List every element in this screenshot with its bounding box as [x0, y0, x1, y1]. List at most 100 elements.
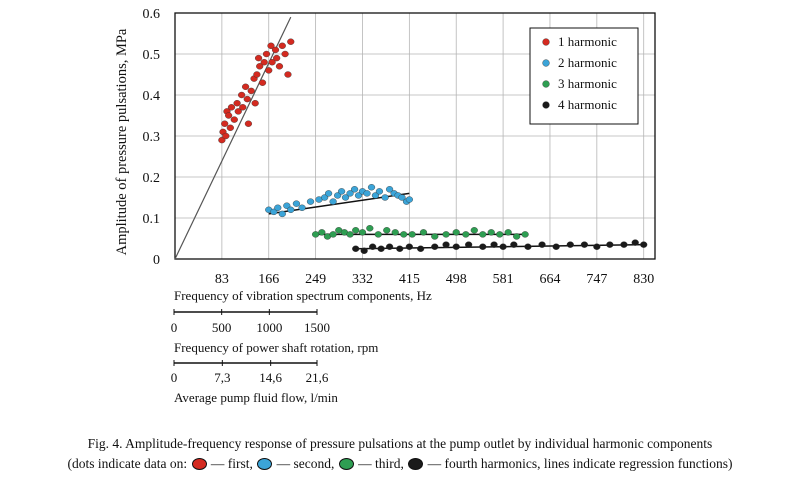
series-4 [352, 239, 648, 255]
data-point [462, 231, 470, 238]
data-point [631, 239, 639, 246]
data-point [325, 190, 333, 197]
secondary-axis-1: 0 500 1000 1500 Frequency of power shaft rot… [171, 309, 378, 355]
axis-tick-label: 1000 [256, 320, 282, 335]
data-point [496, 231, 504, 238]
data-point [490, 241, 498, 248]
data-point [260, 59, 268, 66]
y-tick-label: 0.4 [143, 89, 161, 104]
data-point [254, 54, 263, 62]
data-point [258, 79, 267, 86]
y-tick-label: 0.3 [143, 130, 161, 145]
data-point [504, 229, 512, 236]
data-point [367, 184, 376, 191]
caption-third: — third, [358, 456, 404, 471]
x-tick-label: 249 [305, 272, 326, 287]
axis-tick-label: 7,3 [214, 370, 230, 385]
data-point [419, 229, 428, 236]
x-tick-label: 664 [539, 272, 560, 287]
data-point [234, 108, 242, 115]
data-point [243, 95, 251, 103]
regression-line [174, 16, 292, 260]
data-point [306, 198, 315, 205]
data-point [278, 42, 286, 49]
y-tick-label: 0.1 [143, 212, 161, 227]
data-point [385, 186, 394, 193]
data-point [262, 50, 271, 58]
data-point [566, 241, 574, 248]
data-point [499, 243, 507, 250]
x-axis-label: Frequency of vibration spectrum componen… [174, 288, 432, 303]
legend-label: 2 harmonic [558, 55, 617, 70]
axis-tick-label: 14,6 [259, 370, 282, 385]
data-point [346, 190, 354, 197]
data-point [593, 243, 601, 250]
data-point [358, 229, 367, 236]
data-point [292, 200, 301, 207]
data-point [227, 104, 236, 111]
series-2 [265, 184, 413, 218]
black-dot-icon [408, 458, 424, 470]
data-point [284, 71, 292, 78]
x-tick-label: 830 [633, 272, 654, 287]
data-point [222, 132, 230, 140]
data-point [318, 229, 326, 236]
blue-dot-icon [257, 458, 273, 470]
data-point [267, 42, 275, 49]
x-tick-label: 332 [352, 272, 373, 287]
data-point [470, 227, 478, 234]
data-point [452, 243, 460, 250]
axis-title: Frequency of power shaft rotation, rpm [174, 340, 378, 355]
axis-tick-label: 1500 [304, 320, 330, 335]
data-point [487, 229, 495, 236]
legend-label: 3 harmonic [558, 76, 617, 91]
data-point [238, 91, 246, 99]
caption-line-2: (dots indicate data on: — first, — secon… [0, 454, 800, 473]
axis-title: Average pump fluid flow, l/min [174, 390, 338, 405]
data-point [431, 233, 439, 240]
data-point [341, 194, 350, 201]
data-point [256, 63, 264, 70]
data-point [521, 231, 529, 238]
data-point [337, 188, 346, 195]
data-point [247, 87, 255, 95]
data-point [398, 194, 406, 201]
y-axis-label: Amplitude of pressure pulsations, MPa [114, 28, 130, 255]
data-point [400, 231, 408, 238]
data-point [408, 231, 416, 238]
series-layer [174, 16, 648, 260]
data-point [239, 104, 247, 111]
x-tick-label: 581 [493, 272, 514, 287]
data-point [405, 196, 413, 203]
red-dot-icon [191, 458, 207, 470]
data-point [271, 46, 280, 54]
grid [175, 13, 655, 259]
data-point [287, 206, 295, 214]
legend: 1 harmonic 2 harmonic 3 harmonic 4 harmonic [529, 27, 639, 125]
data-point [580, 241, 589, 248]
data-point [230, 116, 238, 123]
green-dot-icon [338, 458, 354, 470]
data-point [381, 194, 389, 201]
x-tick-label: 498 [446, 272, 467, 287]
data-point [452, 229, 460, 236]
data-point [346, 231, 354, 238]
data-point [369, 243, 377, 250]
data-point [287, 38, 295, 45]
data-point [620, 241, 628, 248]
data-point [465, 241, 473, 248]
data-point [396, 245, 404, 252]
data-point [538, 241, 546, 248]
data-point [417, 245, 425, 252]
data-point [244, 120, 253, 127]
y-axis-ticks: 0 0.1 0.2 0.3 0.4 0.5 0.6 [143, 7, 161, 268]
data-point [265, 67, 273, 74]
legend-marker [542, 101, 550, 109]
axis-tick-label: 500 [212, 320, 232, 335]
data-point [253, 71, 261, 78]
data-point [251, 99, 259, 107]
legend-marker [542, 38, 550, 46]
data-point [360, 247, 368, 255]
data-point [352, 227, 360, 234]
y-tick-label: 0.5 [143, 48, 161, 63]
